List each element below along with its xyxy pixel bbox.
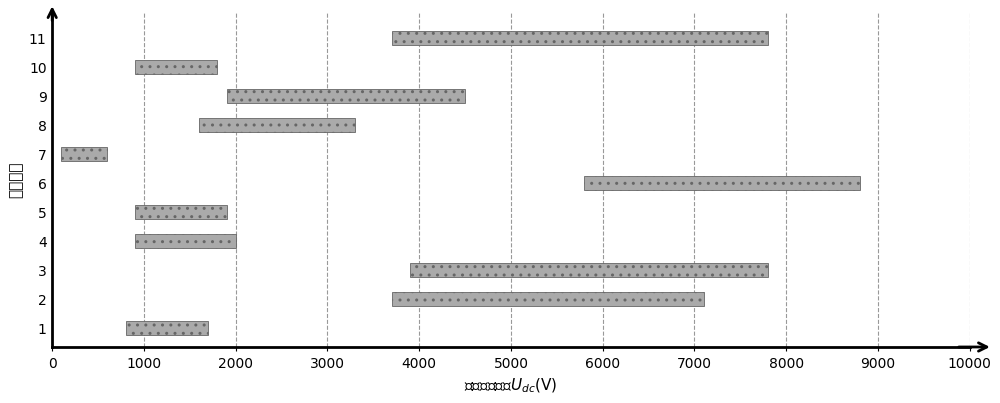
X-axis label: 融冰需求电压$U_{dc}$(V): 融冰需求电压$U_{dc}$(V)	[464, 376, 558, 395]
Bar	[227, 89, 465, 103]
Bar	[126, 321, 208, 335]
Bar	[410, 263, 768, 277]
Bar	[135, 205, 227, 219]
Bar	[135, 234, 236, 248]
Bar	[135, 60, 217, 74]
Bar	[584, 176, 860, 190]
Bar	[392, 292, 704, 306]
Bar	[392, 31, 768, 45]
Bar	[61, 147, 107, 161]
Bar	[199, 118, 355, 132]
Y-axis label: 线路序号: 线路序号	[8, 162, 23, 198]
